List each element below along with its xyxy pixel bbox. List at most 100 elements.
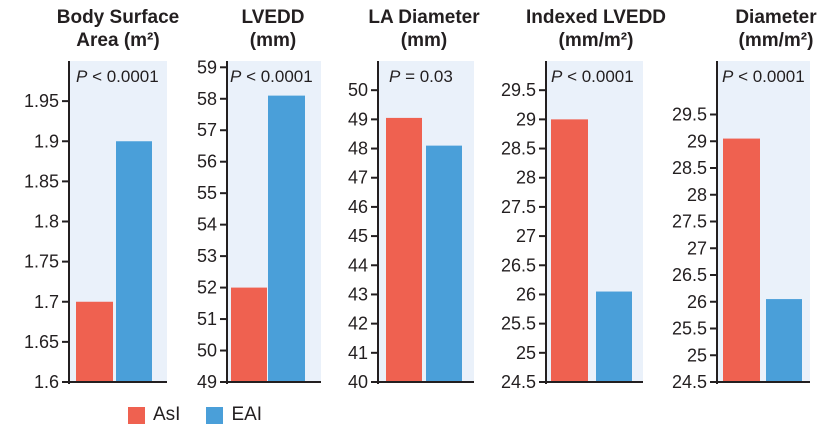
y-tick-label: 47: [348, 168, 368, 188]
y-tick-label: 28.5: [501, 139, 536, 159]
chart-title-1: Body Surface Area (m²): [57, 7, 179, 51]
y-tick-label: 25: [687, 345, 707, 365]
y-tick-label: 28: [687, 185, 707, 205]
legend-swatch-eai: [206, 406, 224, 424]
y-tick-label: 40: [348, 372, 368, 392]
bar-asi: [551, 119, 588, 382]
chart-panel-4: Indexed LVEDD (mm/m²) 24.5 25 25.5 26 26.5 27 27…: [501, 7, 666, 392]
p-value-text: < 0.0001: [733, 67, 804, 86]
y-tick-label: 27: [516, 226, 536, 246]
bar-asi: [76, 301, 113, 382]
bar-eai: [766, 299, 802, 382]
chart-panel-3: LA Diameter (mm) 40 41 42 43 44 45 46 47 48 49 50 P =…: [348, 7, 480, 392]
y-tick-label: 48: [348, 139, 368, 159]
chart-legend: AsI EAI: [128, 404, 288, 426]
y-tick-label: 1.7: [34, 292, 59, 312]
chart-title-line: Indexed LVEDD: [526, 7, 666, 28]
y-tick-label: 1.65: [24, 332, 59, 352]
legend-label-eai: EAI: [231, 404, 263, 425]
bar-asi: [231, 287, 267, 382]
p-value-text: < 0.0001: [87, 67, 158, 86]
y-tick-label: 26.5: [672, 265, 707, 285]
y-tick-label: 27.5: [501, 197, 536, 217]
p-value-annotation: P < 0.0001: [551, 67, 634, 86]
chart-title-line: Diameter: [735, 7, 817, 28]
p-value-text: < 0.0001: [562, 67, 633, 86]
p-letter: P: [76, 67, 88, 86]
y-tick-label: 56: [197, 152, 217, 172]
bar-eai: [596, 291, 632, 382]
chart-panel-5: Diameter (mm/m²) 24.5 25 25.5 26 26.5 27 27.5 28 2…: [672, 7, 817, 392]
y-tick-label: 25: [516, 343, 536, 363]
chart-title-line: (mm): [250, 30, 296, 51]
chart-title-line: (mm/m²): [739, 30, 814, 51]
y-tick-label: 50: [348, 80, 368, 100]
y-tick-label: 1.8: [34, 212, 59, 232]
chart-title-line: Area (m²): [76, 30, 159, 51]
p-letter: P: [722, 67, 734, 86]
y-tick-label: 49: [348, 109, 368, 129]
chart-title-line: LA Diameter: [368, 7, 480, 28]
p-letter: P: [389, 67, 401, 86]
y-tick-label: 26: [687, 292, 707, 312]
chart-title-line: (mm): [401, 30, 447, 51]
p-value-annotation: P < 0.0001: [76, 67, 159, 86]
y-tick-label: 52: [197, 278, 217, 298]
y-tick-label: 28.5: [672, 158, 707, 178]
y-tick-label: 58: [197, 89, 217, 109]
p-value-annotation: P = 0.03: [389, 67, 453, 86]
y-tick-label: 26: [516, 284, 536, 304]
y-tick-label: 42: [348, 314, 368, 334]
chart-title-2: LVEDD (mm): [242, 7, 305, 51]
y-tick-label: 1.6: [34, 372, 59, 392]
y-tick-label: 24.5: [501, 372, 536, 392]
y-tick-label: 49: [197, 372, 217, 392]
y-tick-label: 55: [197, 183, 217, 203]
y-tick-label: 51: [197, 309, 217, 329]
p-value-annotation: P < 0.0001: [722, 67, 805, 86]
chart-title-3: LA Diameter (mm): [368, 7, 480, 51]
p-letter: P: [551, 67, 563, 86]
y-tick-label: 59: [197, 57, 217, 77]
y-tick-label: 29.5: [672, 105, 707, 125]
y-tick-label: 53: [197, 246, 217, 266]
p-value-text: < 0.0001: [241, 67, 312, 86]
y-tick-label: 57: [197, 120, 217, 140]
legend-label-asi: AsI: [153, 404, 181, 425]
bar-eai: [268, 95, 305, 382]
legend-swatch-asi: [128, 406, 145, 424]
y-tick-label: 24.5: [672, 372, 707, 392]
y-tick-label: 29.5: [501, 80, 536, 100]
y-tick-label: 29: [516, 109, 536, 129]
chart-title-4: Indexed LVEDD (mm/m²): [526, 7, 666, 51]
y-tick-label: 1.95: [24, 91, 59, 111]
legend-item-eai: EAI: [206, 404, 262, 426]
p-value-text: = 0.03: [400, 67, 452, 86]
chart-title-line: Body Surface: [57, 7, 179, 28]
y-tick-label: 50: [197, 341, 217, 361]
y-tick-label: 25.5: [672, 319, 707, 339]
y-tick-label: 27: [687, 238, 707, 258]
legend-item-asi: AsI: [128, 404, 180, 426]
bar-asi: [723, 138, 760, 382]
bar-eai: [426, 145, 462, 382]
bar-asi: [386, 117, 422, 383]
y-tick-label: 28: [516, 168, 536, 188]
chart-title-line: LVEDD: [242, 7, 305, 28]
y-tick-label: 25.5: [501, 314, 536, 334]
y-tick-label: 27.5: [672, 212, 707, 232]
y-tick-label: 46: [348, 197, 368, 217]
y-tick-label: 41: [348, 343, 368, 363]
y-tick-label: 54: [197, 215, 217, 235]
y-tick-label: 1.85: [24, 171, 59, 191]
chart-title-line: (mm/m²): [559, 30, 634, 51]
y-tick-label: 44: [348, 255, 368, 275]
y-tick-label: 43: [348, 284, 368, 304]
y-tick-label: 1.9: [34, 131, 59, 151]
p-value-annotation: P < 0.0001: [230, 67, 313, 86]
chart-panel-1: Body Surface Area (m²) 1.6 1.65 1.7 1.75 1.8 1.…: [24, 7, 179, 392]
y-tick-label: 45: [348, 226, 368, 246]
bar-eai: [116, 141, 152, 382]
y-tick-label: 26.5: [501, 255, 536, 275]
